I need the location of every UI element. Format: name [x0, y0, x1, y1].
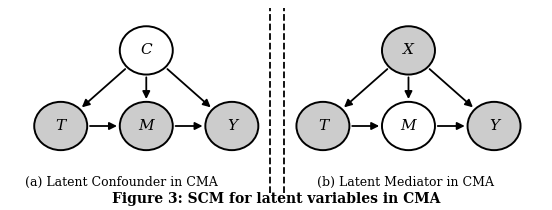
Ellipse shape [120, 102, 173, 150]
Text: M: M [401, 119, 416, 133]
Text: Figure 3: SCM for latent variables in CMA: Figure 3: SCM for latent variables in CM… [112, 192, 440, 206]
Text: X: X [403, 43, 414, 57]
Text: T: T [318, 119, 328, 133]
Text: M: M [139, 119, 154, 133]
Ellipse shape [468, 102, 521, 150]
Text: Y: Y [489, 119, 499, 133]
Text: C: C [140, 43, 152, 57]
Ellipse shape [382, 26, 435, 75]
Ellipse shape [34, 102, 87, 150]
Ellipse shape [205, 102, 258, 150]
Ellipse shape [120, 26, 173, 75]
Text: (b) Latent Mediator in CMA: (b) Latent Mediator in CMA [317, 176, 494, 189]
Ellipse shape [382, 102, 435, 150]
Text: T: T [56, 119, 66, 133]
Ellipse shape [296, 102, 349, 150]
Text: (a) Latent Confounder in CMA: (a) Latent Confounder in CMA [25, 176, 218, 189]
Text: Y: Y [227, 119, 237, 133]
